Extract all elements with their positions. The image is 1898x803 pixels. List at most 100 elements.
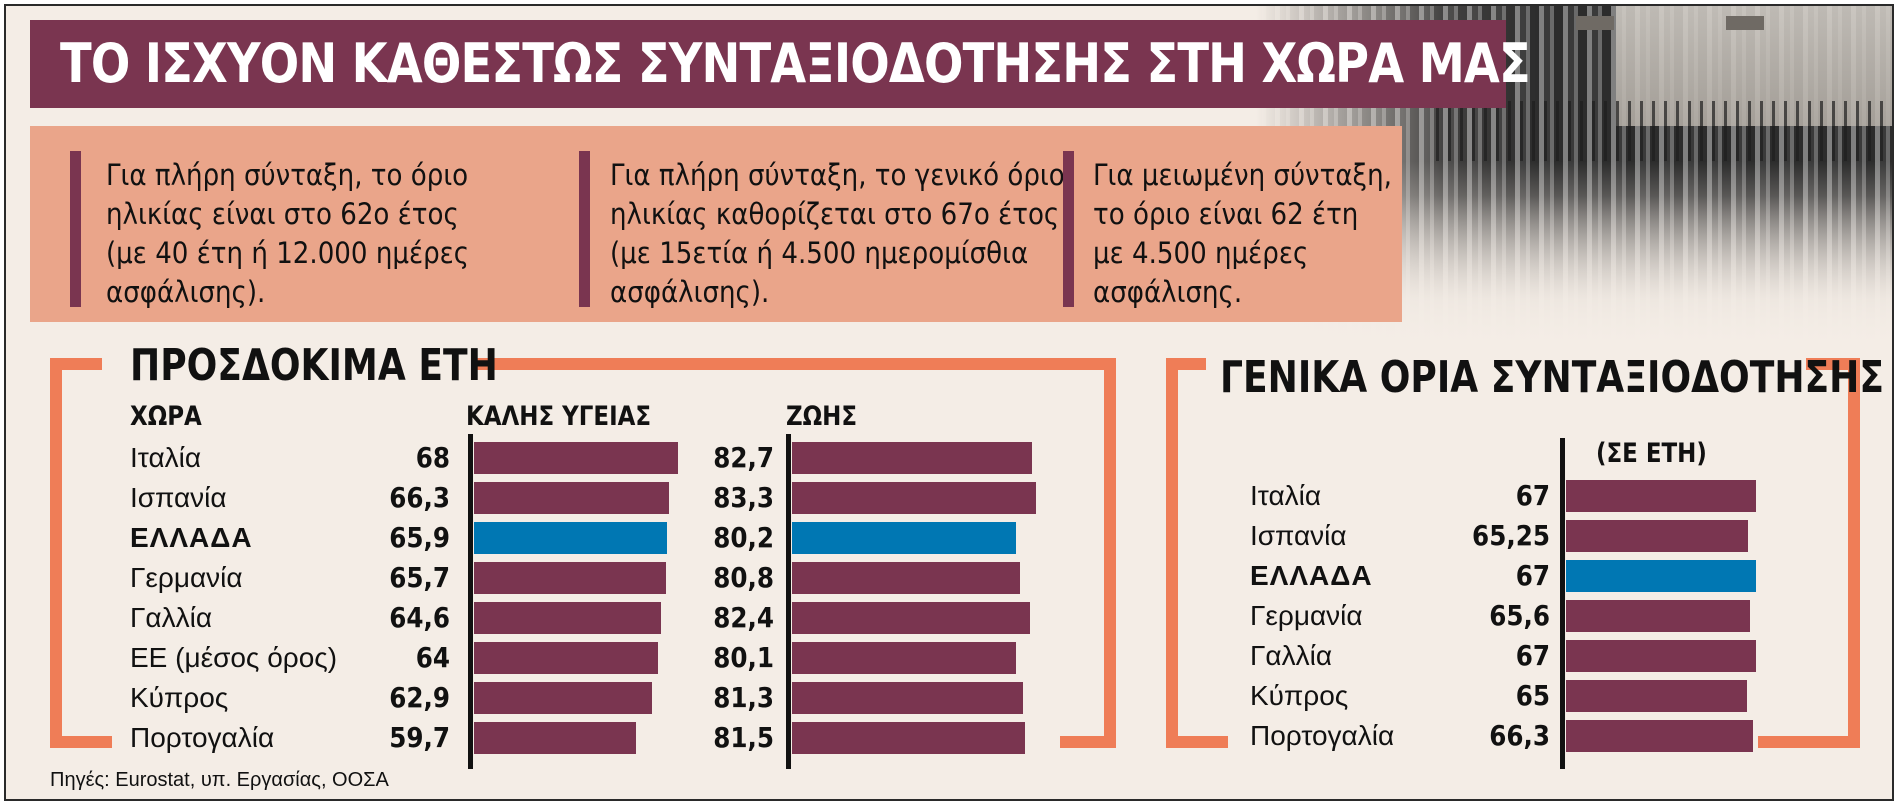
value-label-retirement: 65,6 [1489,599,1550,632]
chart-title-retirement-limits: ΓΕΝΙΚΑ ΟΡΙΑ ΣΥΝΤΑΞΙΟΔΟΤΗΣΗΣ [1220,352,1885,403]
infographic-frame: ΤΟ ΙΣΧΥΟΝ ΚΑΘΕΣΤΩΣ ΣΥΝΤΑΞΙΟΔΟΤΗΣΗΣ ΣΤΗ Χ… [4,4,1894,801]
value-label-life: 80,1 [713,641,774,674]
bar-retirement [1566,520,1749,552]
info-marker-2 [579,151,590,307]
bar-healthy [474,722,636,754]
bracket-right-left-vertical [1166,358,1178,748]
info-2-line-1: Για πλήρη σύνταξη, το γενικό όριο [610,158,1065,192]
value-label-healthy: 62,9 [389,681,450,714]
country-label: ΕΛΛΑΔΑ [130,522,253,553]
info-3-line-3: με 4.500 ημέρες [1093,236,1309,270]
info-1-line-1: Για πλήρη σύνταξη, το όριο [106,158,469,192]
value-label-healthy: 68 [415,441,450,474]
bar-healthy [474,602,661,634]
bar-healthy [474,682,652,714]
country-label: Ισπανία [130,482,227,513]
value-label-life: 82,4 [713,601,774,634]
bracket-left-bottom-right [1060,736,1116,748]
bar-retirement [1566,640,1757,672]
bar-life [792,522,1017,554]
bar-life [792,722,1025,754]
country-label: Γαλλία [1250,640,1333,671]
value-label-retirement: 67 [1515,559,1550,592]
country-label: Ιταλία [130,442,202,473]
country-label: Γαλλία [130,602,213,633]
bracket-right-vertical [1848,358,1860,748]
bar-healthy [474,642,658,674]
bracket-left-right-vertical [1104,358,1116,748]
info-1-line-2: ηλικίας είναι στο 62ο έτος [106,197,459,231]
value-label-life: 81,3 [713,681,774,714]
source-note: Πηγές: Eurostat, υπ. Εργασίας, ΟΟΣΑ [50,769,389,791]
bracket-left-vertical [50,358,62,748]
info-marker-3 [1063,151,1074,307]
bracket-right-bottom-left [1166,736,1228,748]
country-header: ΧΩΡΑ [130,401,202,432]
bar-retirement [1566,560,1757,592]
value-label-life: 83,3 [713,481,774,514]
title-bar: ΤΟ ΙΣΧΥΟΝ ΚΑΘΕΣΤΩΣ ΣΥΝΤΑΞΙΟΔΟΤΗΣΗΣ ΣΤΗ Χ… [30,20,1531,108]
info-2-line-2: ηλικίας καθορίζεται στο 67ο έτος [610,197,1060,231]
country-label: Γερμανία [1250,600,1363,631]
info-text-1: Για πλήρη σύνταξη, το όριο ηλικίας είναι… [106,156,469,312]
bar-healthy [474,482,670,514]
info-text-3: Για μειωμένη σύνταξη, το όριο είναι 62 έ… [1093,156,1392,312]
bar-healthy [474,522,668,554]
bar-retirement [1566,600,1750,632]
value-label-healthy: 64 [415,641,450,674]
info-3-line-4: ασφάλισης. [1093,275,1243,309]
bar-retirement [1566,480,1757,512]
value-label-retirement: 67 [1515,639,1550,672]
info-2-line-4: ασφάλισης). [610,275,770,309]
value-label-retirement: 65 [1515,679,1550,712]
info-3-line-1: Για μειωμένη σύνταξη, [1093,158,1392,192]
bar-life [792,482,1036,514]
info-3-line-2: το όριο είναι 62 έτη [1093,197,1359,231]
healthy-years-header: ΚΑΛΗΣ ΥΓΕΙΑΣ [466,401,652,432]
value-label-retirement: 67 [1515,479,1550,512]
country-label: ΕΕ (μέσος όρος) [130,642,338,673]
country-label: Πορτογαλία [1250,720,1395,751]
info-marker-1 [70,151,81,307]
bar-life [792,442,1032,474]
bar-retirement [1566,720,1754,752]
life-years-header: ΖΩΗΣ [786,401,858,432]
country-label: Ισπανία [1250,520,1347,551]
country-label: Κύπρος [1250,680,1349,711]
value-label-retirement: 66,3 [1489,719,1550,752]
value-label-healthy: 59,7 [389,721,450,754]
chart-title-life-expectancy: ΠΡΟΣΔΟΚΙΜΑ ΕΤΗ [130,340,498,391]
bracket-left-top-right [472,358,1116,370]
axis-healthy-years [468,434,473,769]
value-label-life: 80,2 [713,521,774,554]
bar-life [792,682,1024,714]
axis-life-years [786,434,791,769]
bracket-right-top-left [1166,358,1206,370]
value-label-life: 80,8 [713,561,774,594]
bracket-left-top [50,358,102,370]
country-label: Κύπρος [130,682,229,713]
country-label: Ιταλία [1250,480,1322,511]
bar-healthy [474,442,678,474]
bracket-right-top-right [1806,358,1860,370]
country-label: Γερμανία [130,562,243,593]
info-box [30,126,1402,322]
page-title: ΤΟ ΙΣΧΥΟΝ ΚΑΘΕΣΤΩΣ ΣΥΝΤΑΞΙΟΔΟΤΗΣΗΣ ΣΤΗ Χ… [60,32,1531,95]
value-label-healthy: 65,9 [389,521,450,554]
axis-retirement [1560,438,1565,769]
country-label: ΕΛΛΑΔΑ [1250,560,1373,591]
bracket-left-bottom [50,736,112,748]
info-1-line-3: (με 40 έτη ή 12.000 ημέρες [106,236,470,270]
bar-life [792,642,1016,674]
info-2-line-3: (με 15ετία ή 4.500 ημερομίσθια [610,236,1029,270]
background-photo [1256,6,1892,351]
value-label-healthy: 65,7 [389,561,450,594]
info-text-2: Για πλήρη σύνταξη, το γενικό όριο ηλικία… [610,156,1065,312]
value-label-healthy: 66,3 [389,481,450,514]
bar-healthy [474,562,667,594]
value-label-life: 81,5 [713,721,774,754]
value-label-life: 82,7 [713,441,774,474]
value-label-retirement: 65,25 [1472,519,1550,552]
info-1-line-4: ασφάλισης). [106,275,266,309]
bracket-right-bottom-right [1758,736,1860,748]
